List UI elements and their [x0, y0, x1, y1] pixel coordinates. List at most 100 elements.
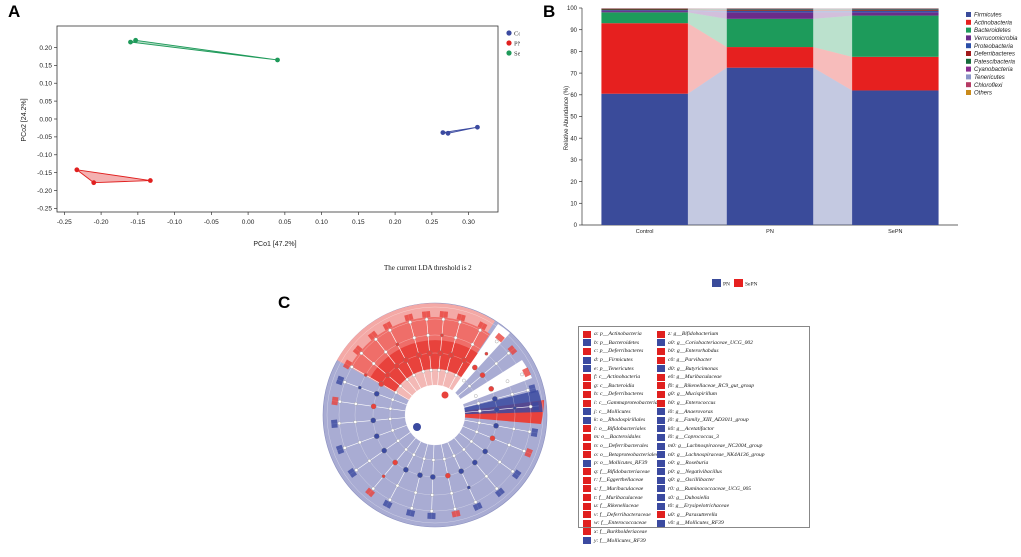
- cladogram-legend-label: c0: g__Parvibacter: [668, 357, 712, 364]
- bars-bottom-legend-swatch-pn: [712, 279, 721, 287]
- bars-y-tick-label: 30: [570, 158, 577, 164]
- bar-segment-proteobacteria: [726, 11, 814, 13]
- cladogram-leaf-box: [494, 332, 505, 343]
- bars-legend-swatch-patescibacteria: [966, 58, 971, 64]
- bar-segment-proteobacteria: [852, 11, 939, 13]
- cladogram-legend-label: z: g__Bifidobacterium: [668, 331, 719, 338]
- bar-segment-patescibacteria: [852, 9, 939, 11]
- bars-bottom-legend-label-pn: PN: [723, 282, 730, 288]
- cladogram-legend-label: r0: g__Ruminococcaceae_UCG_005: [668, 485, 752, 492]
- cladogram-node: [383, 350, 388, 354]
- bars-legend-label-verrucomicrobia: Verrucomicrobia: [974, 36, 1018, 42]
- cladogram-legend-row: x: f__Burkholderiaceae: [583, 528, 658, 537]
- cladogram-legend-row: e0: g__Muribaculaceae: [657, 373, 765, 382]
- cladogram-node: [445, 472, 451, 479]
- cladogram-node-b: [413, 423, 421, 431]
- bars-legend-label-bacteroidetes: Bacteroidetes: [974, 28, 1011, 34]
- cladogram-node: [396, 439, 400, 443]
- bars-legend-label-others: Others: [974, 91, 992, 97]
- cladogram-legend-row: t0: g__Erysipelotrichaceae: [657, 502, 765, 511]
- cladogram-legend-swatch: [657, 468, 665, 476]
- cladogram-node: [494, 339, 499, 344]
- cladogram-legend-swatch: [657, 416, 665, 424]
- cladogram-node: [474, 430, 479, 434]
- cladogram-leaf-box: [347, 467, 358, 478]
- cladogram-legend-label: f0: g__Rikenellaceae_RC9_gut_group: [668, 382, 755, 389]
- cladogram-legend-label: q: f__Bifidobacteriaceae: [594, 468, 650, 475]
- cladogram-node: [494, 361, 499, 366]
- cladogram-node: [354, 402, 358, 406]
- cladogram-legend-swatch: [583, 528, 591, 536]
- cladogram-legend-swatch: [657, 356, 665, 364]
- cladogram-node-a: [441, 391, 449, 399]
- cladogram-legend: a: p__Actinobacteria b: p__Bacteroidetes c…: [578, 326, 810, 545]
- cladogram-legend-row: o0: g__Roseburia: [657, 459, 765, 468]
- cladogram-node: [454, 373, 458, 378]
- pcoa-legend-marker-control: [506, 30, 512, 36]
- cladogram-legend-row: m: o__Bacteroidales: [583, 433, 658, 442]
- cladogram-legend-label: e0: g__Muribaculaceae: [668, 374, 722, 381]
- cladogram-node: [441, 317, 446, 322]
- cladogram-node: [367, 459, 372, 463]
- cladogram-branch: [385, 323, 422, 389]
- bars-legend-label-actinobacteria: Actinobacteria: [973, 20, 1013, 26]
- cladogram-branch: [464, 419, 538, 434]
- bars-band-verrucomicrobia: [813, 12, 853, 19]
- cladogram-legend-swatch: [583, 459, 591, 467]
- cladogram-legend-row: h: c__Deferribacteres: [583, 390, 658, 399]
- cladogram-branch: [344, 362, 410, 401]
- pcoa-y-tick-label: 0.10: [39, 81, 52, 88]
- pcoa-point-sepn: [275, 57, 280, 63]
- cladogram-branch: [337, 424, 407, 451]
- cladogram-legend-row: p: o__Mollicutes_RF39: [583, 459, 658, 468]
- cladogram-node: [395, 342, 400, 347]
- cladogram-legend-swatch: [657, 433, 665, 441]
- cladogram-legend-swatch: [657, 425, 665, 433]
- pcoa-chart: -0.25 -0.20 -0.15 -0.10 -0.05 0.00 0.05 0.10 0.1…: [21, 25, 520, 248]
- cladogram-legend-swatch: [657, 476, 665, 484]
- cladogram-node: [461, 357, 467, 364]
- cladogram-branch: [442, 314, 463, 387]
- cladogram-node: [408, 320, 412, 325]
- cladogram-node: [482, 448, 488, 455]
- cladogram-node: [478, 328, 482, 332]
- cladogram-branch: [463, 387, 536, 408]
- bars-band-actinobacteria: [687, 23, 727, 94]
- cladogram-node: [417, 472, 423, 478]
- cladogram-legend-swatch: [583, 390, 591, 398]
- cladogram-legend-label: j0: g__Family_XIII_AD3011_group: [668, 417, 749, 424]
- cladogram-legend-row: p0: g__Negativibacillus: [657, 468, 765, 477]
- cladogram-node: [394, 390, 398, 395]
- pcoa-x-tick-label: -0.25: [57, 219, 72, 226]
- cladogram-legend-row: a0: g__Coriobacteriaceae_UCG_002: [657, 339, 765, 348]
- bars-band-proteobacteria: [813, 11, 853, 13]
- bars-y-tick-label: 60: [570, 93, 577, 99]
- bars-band-proteobacteria: [687, 10, 727, 13]
- panel-letter-c: C: [278, 293, 291, 312]
- cladogram-node: [497, 460, 502, 464]
- cladogram-node: [510, 469, 515, 474]
- cladogram-legend-label: u: f__Rikenellaceae: [594, 503, 639, 510]
- cladogram-node: [462, 447, 466, 452]
- cladogram-legend-row: w: f__Enterococcaceae: [583, 519, 658, 528]
- cladogram-legend-row: g: c__Bacteroidia: [583, 382, 658, 391]
- cladogram-leaf-box: [530, 428, 539, 437]
- cladogram-node: [395, 483, 400, 488]
- cladogram-node: [422, 456, 426, 461]
- cladogram-leaf-box: [352, 345, 363, 356]
- cladogram-branch: [454, 335, 503, 393]
- cladogram-node: [371, 486, 376, 491]
- bars-y-tick-label: 10: [570, 202, 577, 208]
- bars-legend-swatch-tenericutes: [966, 74, 971, 80]
- cladogram-node: [403, 357, 409, 364]
- cladogram-branch: [385, 441, 422, 507]
- cladogram-legend-swatch: [657, 442, 665, 450]
- bars-band-cyanobacteria: [687, 8, 727, 10]
- bars-legend-swatch-actinobacteria: [966, 19, 971, 25]
- abundance-bar-chart: 0 10 20 30 40 50 60 70 80 90 100 Control PN SePN Fir…: [564, 6, 1018, 288]
- cladogram-legend-row: h0: g__Enterococcus: [657, 399, 765, 408]
- bar-segment-bacteroidetes: [852, 15, 939, 57]
- cladogram-node: [363, 373, 368, 377]
- cladogram-leaf-box: [439, 311, 449, 318]
- cladogram-legend-row: f: c__Actinobacteria: [583, 373, 658, 382]
